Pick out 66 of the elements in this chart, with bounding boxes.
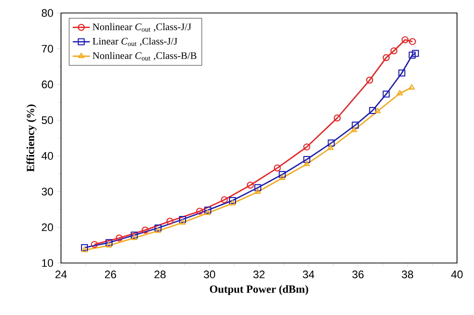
x-tick-label: 40 — [451, 270, 463, 278]
point — [229, 197, 236, 204]
y-tick-label: 70 — [42, 44, 54, 53]
x-tick-label: 24 — [55, 270, 67, 278]
point — [246, 182, 254, 189]
x-axis-title: Output Power (dBm) — [210, 285, 308, 296]
point — [179, 219, 186, 225]
legend-label: Nonlinear C$_{out}$ ,Class-B/B — [92, 52, 196, 60]
y-axis-title: Efficiency (%) — [26, 104, 36, 172]
point — [254, 188, 261, 194]
point — [408, 52, 416, 59]
point — [81, 244, 88, 252]
x-tick-label: 28 — [154, 270, 166, 278]
point — [279, 174, 286, 180]
point — [154, 227, 162, 233]
y-tick-label: 20 — [42, 223, 54, 232]
point — [382, 90, 390, 98]
y-tick-label: 50 — [42, 116, 54, 124]
legend-label: Nonlinear C$_{out}$ ,Class-J/J — [92, 23, 192, 32]
x-tick-label: 32 — [253, 270, 265, 278]
point — [204, 210, 211, 215]
y-tick-label: 30 — [42, 188, 54, 196]
point — [350, 126, 358, 132]
y-tick-label: 80 — [42, 9, 54, 17]
y-tick-label: 60 — [42, 80, 54, 88]
y-tick-label: 10 — [42, 259, 54, 267]
point — [106, 239, 113, 246]
x-tick-label: 30 — [204, 270, 216, 278]
point — [303, 143, 310, 150]
point — [328, 140, 335, 146]
point — [366, 76, 374, 84]
x-tick-label: 38 — [402, 270, 414, 278]
point — [396, 90, 403, 96]
x-tick-label: 26 — [104, 270, 116, 278]
point — [382, 54, 390, 62]
point — [130, 232, 138, 239]
point — [274, 164, 281, 172]
point — [106, 242, 112, 248]
point — [166, 218, 174, 225]
y-tick-label: 40 — [42, 152, 54, 160]
point — [254, 184, 262, 192]
legend-label: Linear C$_{out}$ ,Class-J/J — [92, 38, 178, 46]
x-tick-label: 36 — [352, 270, 364, 278]
point — [142, 226, 149, 234]
point — [352, 122, 359, 129]
point — [204, 206, 212, 214]
point — [369, 107, 376, 114]
point — [390, 47, 398, 54]
x-tick-label: 34 — [302, 270, 314, 278]
point — [179, 216, 186, 223]
point — [196, 208, 204, 215]
point — [304, 160, 310, 166]
point — [402, 36, 409, 44]
point — [278, 170, 286, 178]
point — [334, 114, 341, 122]
point — [303, 156, 310, 163]
point — [229, 200, 236, 206]
point — [327, 144, 334, 150]
point — [81, 246, 88, 252]
point — [374, 108, 381, 114]
point — [116, 234, 123, 242]
point — [398, 70, 406, 76]
point — [131, 234, 138, 240]
point — [412, 50, 419, 57]
point — [154, 224, 162, 232]
point — [220, 196, 228, 204]
